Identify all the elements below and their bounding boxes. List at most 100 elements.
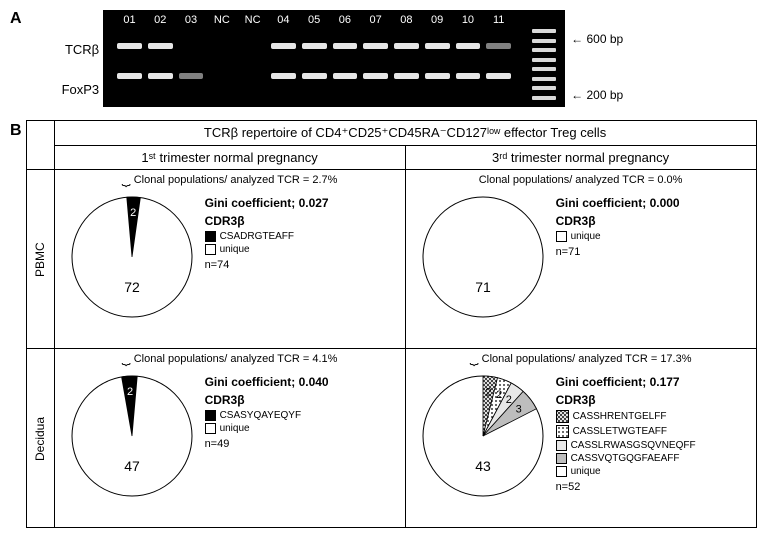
pie-grid: TCRβ repertoire of CD4⁺CD25⁺CD45RA⁻CD127… xyxy=(26,120,757,528)
gel-band xyxy=(425,73,450,79)
gel-band xyxy=(486,43,511,49)
ladder xyxy=(532,29,556,100)
pie-info: Gini coefficient; 0.000 CDR3β unique n=7… xyxy=(556,196,680,258)
gel-band xyxy=(209,43,234,49)
pie-chart: 2 47 xyxy=(67,371,197,501)
gel-band xyxy=(271,43,296,49)
legend-item: CSASYQAYEQYF xyxy=(205,410,329,421)
clonal-note: ⏟ Clonal populations/ analyzed TCR = 4.1… xyxy=(61,353,399,365)
pie-chart: 2223 43 xyxy=(418,371,548,501)
slice-label: 2 xyxy=(127,386,133,398)
cdr-title: CDR3β xyxy=(556,393,696,407)
gel-band xyxy=(363,73,388,79)
gini-text: Gini coefficient; 0.040 xyxy=(205,375,329,389)
clonal-note: Clonal populations/ analyzed TCR = 0.0% xyxy=(412,174,750,186)
gel-band xyxy=(425,43,450,49)
gel-band xyxy=(333,73,358,79)
legend-label: CASSVQTGQGFAEAFF xyxy=(571,453,680,464)
col-header-2: 3ʳᵈ trimester normal pregnancy xyxy=(405,146,756,170)
lane-label: 04 xyxy=(268,14,299,26)
panel-b-label: B xyxy=(10,122,22,140)
pie-cell: ⏟ Clonal populations/ analyzed TCR = 17.… xyxy=(405,349,756,528)
row-header: PBMC xyxy=(26,170,54,349)
gel-right-labels: 600 bp 200 bp xyxy=(571,32,623,102)
legend-label: CASSHRENTGELFF xyxy=(573,411,667,422)
marker-600bp: 600 bp xyxy=(571,32,623,46)
pie-ring xyxy=(423,197,543,317)
slice-label: 2 xyxy=(130,207,136,219)
gel-band xyxy=(363,43,388,49)
cdr-title: CDR3β xyxy=(205,393,329,407)
lane-label: 01 xyxy=(114,14,145,26)
gel-band xyxy=(148,43,173,49)
col-header-1: 1ˢᵗ trimester normal pregnancy xyxy=(54,146,405,170)
pie-cell: ⏟ Clonal populations/ analyzed TCR = 4.1… xyxy=(54,349,405,528)
gel-band xyxy=(486,73,511,79)
lane-label: NC xyxy=(237,14,268,26)
legend-item: CASSHRENTGELFF xyxy=(556,410,696,423)
slice-label: 2 xyxy=(505,394,511,406)
legend-item: unique xyxy=(556,231,680,242)
legend-item: unique xyxy=(556,466,696,477)
lane-label: NC xyxy=(206,14,237,26)
gini-text: Gini coefficient; 0.000 xyxy=(556,196,680,210)
marker-200bp: 200 bp xyxy=(571,88,623,102)
pie-chart: 71 xyxy=(418,192,548,322)
legend-label: unique xyxy=(571,466,601,477)
gel-band xyxy=(271,73,296,79)
n-text: n=71 xyxy=(556,246,680,258)
lane-label: 07 xyxy=(360,14,391,26)
gel-band xyxy=(302,43,327,49)
clonal-note: ⏟ Clonal populations/ analyzed TCR = 17.… xyxy=(412,353,750,365)
corner-cell xyxy=(26,121,54,170)
panel-a-label: A xyxy=(10,10,22,28)
panel-b: B TCRβ repertoire of CD4⁺CD25⁺CD45RA⁻CD1… xyxy=(10,120,763,528)
gel-band xyxy=(394,73,419,79)
gini-text: Gini coefficient; 0.027 xyxy=(205,196,329,210)
gel-band xyxy=(240,43,265,49)
gel-band xyxy=(117,73,142,79)
lane-label: 03 xyxy=(176,14,207,26)
pie-cell: ⏟ Clonal populations/ analyzed TCR = 2.7… xyxy=(54,170,405,349)
gel-wrap: TCRβ FoxP3 010203NCNC0405060708091011 60… xyxy=(62,10,624,110)
row-header: Decidua xyxy=(26,349,54,528)
gel-band xyxy=(179,43,204,49)
gel-left-labels: TCRβ FoxP3 xyxy=(62,10,100,110)
pie-center-value: 71 xyxy=(475,279,491,295)
legend-item: CASSLETWGTEAFF xyxy=(556,425,696,438)
gel-band xyxy=(240,73,265,79)
gel-band xyxy=(179,73,204,79)
gini-text: Gini coefficient; 0.177 xyxy=(556,375,696,389)
clonal-note: ⏟ Clonal populations/ analyzed TCR = 2.7… xyxy=(61,174,399,186)
gel-image: 010203NCNC0405060708091011 xyxy=(103,10,565,107)
legend-item: unique xyxy=(205,244,329,255)
pie-center-value: 43 xyxy=(475,458,491,474)
legend-item: CASSVQTGQGFAEAFF xyxy=(556,453,696,464)
pie-chart: 2 72 xyxy=(67,192,197,322)
gel-band xyxy=(302,73,327,79)
legend-item: CASSLRWASGSQVNEQFF xyxy=(556,440,696,451)
cdr-title: CDR3β xyxy=(205,214,329,228)
gel-band xyxy=(209,73,234,79)
lane-label: 11 xyxy=(483,14,514,26)
gel-band xyxy=(148,73,173,79)
slice-label: 3 xyxy=(515,404,521,416)
legend-label: CSADRGTEAFF xyxy=(220,231,294,242)
legend-label: unique xyxy=(571,231,601,242)
lane-label: 09 xyxy=(422,14,453,26)
lane-label: 02 xyxy=(145,14,176,26)
gel-band xyxy=(333,43,358,49)
pie-center-value: 47 xyxy=(124,458,140,474)
lane-label: 06 xyxy=(330,14,361,26)
legend-label: unique xyxy=(220,423,250,434)
pie-info: Gini coefficient; 0.040 CDR3β CSASYQAYEQ… xyxy=(205,375,329,450)
lane-label: 05 xyxy=(299,14,330,26)
legend-label: CASSLRWASGSQVNEQFF xyxy=(571,440,696,451)
n-text: n=52 xyxy=(556,481,696,493)
lane-label: 08 xyxy=(391,14,422,26)
cdr-title: CDR3β xyxy=(556,214,680,228)
pie-info: Gini coefficient; 0.027 CDR3β CSADRGTEAF… xyxy=(205,196,329,271)
legend-label: unique xyxy=(220,244,250,255)
n-text: n=49 xyxy=(205,438,329,450)
header-main: TCRβ repertoire of CD4⁺CD25⁺CD45RA⁻CD127… xyxy=(54,121,756,146)
